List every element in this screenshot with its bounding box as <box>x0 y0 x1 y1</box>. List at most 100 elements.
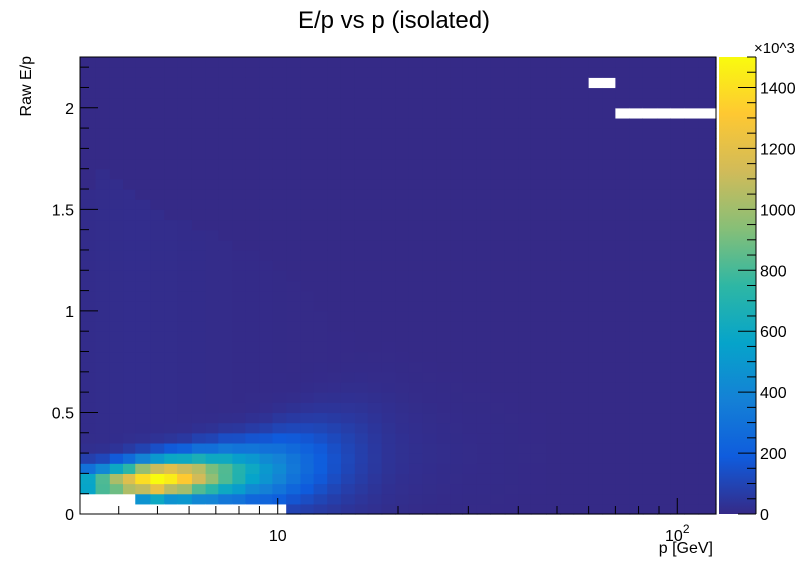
heatmap-cell <box>408 219 423 231</box>
heatmap-cell <box>629 341 644 353</box>
heatmap-cell <box>109 422 124 434</box>
heatmap-cell <box>657 128 671 139</box>
heatmap-cell <box>205 310 219 322</box>
heatmap-cell <box>177 209 193 221</box>
heatmap-cell <box>602 178 616 190</box>
heatmap-cell <box>657 321 671 332</box>
heatmap-cell <box>642 270 658 282</box>
heatmap-cell <box>80 341 97 353</box>
heatmap-cell <box>698 442 717 454</box>
heatmap-cell <box>684 87 700 99</box>
heatmap-cell <box>602 361 616 373</box>
heatmap-cell <box>354 321 369 332</box>
heatmap-cell <box>602 473 616 485</box>
heatmap-cell <box>135 331 151 342</box>
heatmap-cell <box>286 260 302 271</box>
heatmap-cell <box>476 483 491 495</box>
heatmap-cell <box>313 381 328 393</box>
heatmap-cell <box>642 412 658 424</box>
heatmap-cell <box>422 463 438 474</box>
heatmap-cell <box>395 107 410 119</box>
heatmap-cell <box>109 229 124 241</box>
heatmap-cell <box>367 239 383 251</box>
heatmap-cell <box>602 260 616 271</box>
heatmap-cell <box>232 87 246 99</box>
heatmap-cell <box>546 432 562 444</box>
heatmap-cell <box>80 158 97 170</box>
heatmap-cell <box>560 442 575 454</box>
heatmap-cell <box>340 148 356 160</box>
heatmap-cell <box>123 300 136 312</box>
heatmap-cell <box>259 392 274 403</box>
heatmap-cell <box>245 138 261 149</box>
heatmap-cell <box>408 97 423 109</box>
heatmap-cell <box>657 168 671 180</box>
heatmap-cell <box>327 432 342 444</box>
heatmap-cell <box>354 219 369 231</box>
heatmap-cell <box>436 249 451 261</box>
heatmap-cell <box>177 290 193 302</box>
heatmap-cell <box>327 128 342 139</box>
heatmap-cell <box>327 503 342 515</box>
heatmap-cell <box>670 280 685 292</box>
heatmap-cell <box>135 260 151 271</box>
heatmap-cell <box>109 341 124 353</box>
heatmap-cell <box>191 229 207 241</box>
heatmap-cell <box>518 341 532 353</box>
heatmap-cell <box>698 402 717 414</box>
heatmap-cell <box>245 260 261 271</box>
heatmap-cell <box>670 249 685 261</box>
heatmap-cell <box>232 493 246 505</box>
heatmap-cell <box>327 331 342 342</box>
heatmap-cell <box>205 402 219 414</box>
heatmap-cell <box>684 442 700 454</box>
heatmap-cell <box>95 249 111 261</box>
heatmap-cell <box>629 371 644 383</box>
heatmap-cell <box>684 280 700 292</box>
heatmap-cell <box>177 87 193 99</box>
heatmap-cell <box>684 402 700 414</box>
heatmap-cell <box>408 280 423 292</box>
heatmap-cell <box>259 432 274 444</box>
heatmap-cell <box>177 249 193 261</box>
heatmap-cell <box>381 138 396 149</box>
heatmap-cell <box>657 189 671 200</box>
heatmap-cell <box>135 321 151 332</box>
heatmap-cell <box>272 229 287 241</box>
heatmap-cell <box>573 107 590 119</box>
heatmap-cell <box>123 57 136 68</box>
heatmap-cell <box>422 341 438 353</box>
heatmap-cell <box>422 392 438 403</box>
heatmap-cell <box>436 493 451 505</box>
heatmap-cell <box>300 371 315 383</box>
heatmap-cell <box>135 168 151 180</box>
heatmap-cell <box>615 87 631 99</box>
heatmap-cell <box>408 331 423 342</box>
heatmap-cell <box>450 473 464 485</box>
heatmap-cell <box>530 361 547 373</box>
heatmap-cell <box>560 392 575 403</box>
heatmap-cell <box>286 361 302 373</box>
heatmap-cell <box>272 239 287 251</box>
heatmap-cell <box>177 57 193 68</box>
heatmap-cell <box>218 300 233 312</box>
heatmap-cell <box>422 351 438 363</box>
heatmap-cell <box>340 77 356 89</box>
heatmap-cell <box>313 483 328 495</box>
heatmap-cell <box>135 189 151 200</box>
heatmap-cell <box>504 158 519 170</box>
heatmap-cell <box>462 412 478 424</box>
heatmap-cell <box>684 503 700 515</box>
heatmap-cell <box>573 158 590 170</box>
heatmap-cell <box>245 412 261 424</box>
heatmap-cell <box>462 229 478 241</box>
heatmap-cell <box>300 381 315 393</box>
heatmap-cell <box>602 67 616 78</box>
heatmap-cell <box>642 97 658 109</box>
heatmap-cell <box>476 341 491 353</box>
heatmap-cell <box>135 128 151 139</box>
heatmap-cell <box>286 300 302 312</box>
heatmap-cell <box>670 483 685 495</box>
heatmap-cell <box>259 473 274 485</box>
heatmap-cell <box>588 178 604 190</box>
